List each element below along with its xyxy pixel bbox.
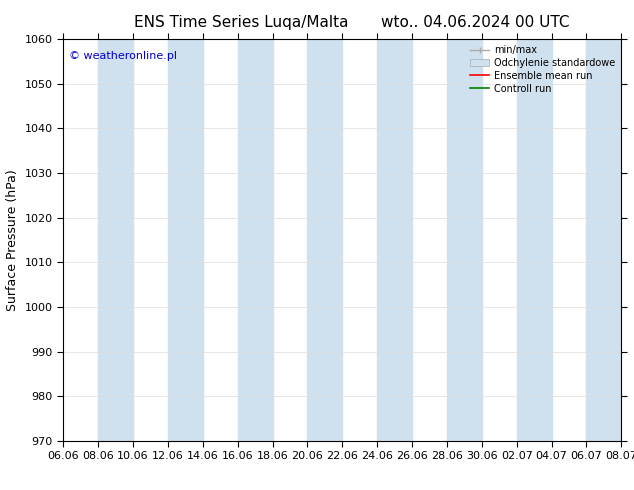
Bar	[98, 39, 133, 441]
Bar	[586, 39, 621, 441]
Bar	[238, 39, 273, 441]
Text: © weatheronline.pl: © weatheronline.pl	[69, 51, 177, 61]
Text: wto.. 04.06.2024 00 UTC: wto.. 04.06.2024 00 UTC	[381, 15, 570, 30]
Bar	[517, 39, 552, 441]
Bar	[307, 39, 342, 441]
Bar	[447, 39, 482, 441]
Y-axis label: Surface Pressure (hPa): Surface Pressure (hPa)	[6, 169, 19, 311]
Bar	[168, 39, 203, 441]
Bar	[377, 39, 412, 441]
Legend: min/max, Odchylenie standardowe, Ensemble mean run, Controll run: min/max, Odchylenie standardowe, Ensembl…	[466, 41, 619, 98]
Text: ENS Time Series Luqa/Malta: ENS Time Series Luqa/Malta	[134, 15, 348, 30]
